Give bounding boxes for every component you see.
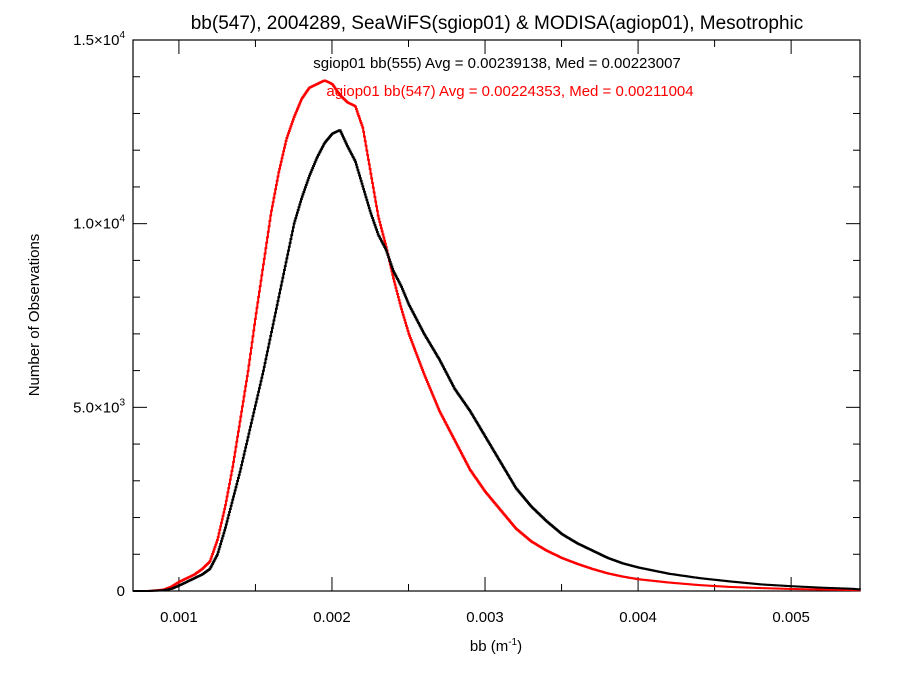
series-line-sgiop01 <box>133 129 861 592</box>
series-layer <box>133 79 861 592</box>
x-tick-label: 0.004 <box>619 609 657 626</box>
y-tick-label-exponent: 3 <box>119 397 125 408</box>
x-tick-label: 0.005 <box>772 609 810 626</box>
y-tick-label-exponent: 4 <box>119 214 125 225</box>
chart-title: bb(547), 2004289, SeaWiFS(sgiop01) & MOD… <box>191 13 804 34</box>
x-axis-label-exponent: -1 <box>508 637 517 648</box>
x-tick-label: 0.002 <box>313 609 351 626</box>
annotation-agiop01: agiop01 bb(547) Avg = 0.00224353, Med = … <box>326 83 693 100</box>
series-line-agiop01 <box>133 79 861 592</box>
y-tick-label: 5.0×103 <box>73 397 125 416</box>
x-axis-label-close: ) <box>517 638 522 655</box>
x-tick-label: 0.001 <box>160 609 198 626</box>
x-axis-label: bb (m-1) <box>470 637 522 655</box>
plot-frame <box>132 39 861 592</box>
y-tick-label-base: 1.0×10 <box>73 216 119 233</box>
y-tick-label: 0 <box>117 583 125 600</box>
y-tick-label-base: 0 <box>117 583 125 600</box>
x-tick-label: 0.003 <box>466 609 504 626</box>
y-tick-label: 1.0×104 <box>73 214 125 233</box>
y-tick-label-base: 1.5×10 <box>73 32 119 49</box>
y-tick-label-exponent: 4 <box>119 30 125 41</box>
y-tick-label-base: 5.0×10 <box>73 399 119 416</box>
x-axis-ticks: 0.001 0.002 0.003 0.004 0.005 <box>160 40 810 626</box>
x-axis-label-text: bb (m <box>470 638 508 655</box>
y-tick-label: 1.5×104 <box>73 30 125 49</box>
annotation-sgiop01: sgiop01 bb(555) Avg = 0.00239138, Med = … <box>313 55 681 72</box>
y-axis-label: Number of Observations <box>26 234 43 397</box>
